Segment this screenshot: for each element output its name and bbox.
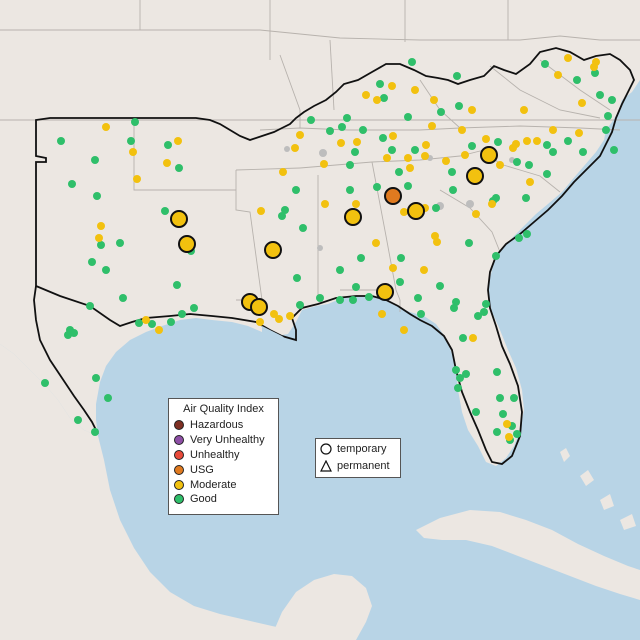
- legend-item-moderate: Moderate: [169, 477, 278, 492]
- legend-item-hazardous: Hazardous: [169, 418, 278, 433]
- temporary-usg-monitors[interactable]: [384, 187, 402, 205]
- aqi-legend-title: Air Quality Index: [183, 403, 264, 415]
- unhealthy-swatch: [174, 449, 184, 460]
- mexico-land: [0, 344, 320, 640]
- legend-label: Moderate: [190, 478, 237, 491]
- legend-label: Good: [190, 493, 217, 506]
- legend-item-good: Good: [169, 492, 278, 507]
- good-swatch: [174, 494, 184, 505]
- temporary-label: temporary: [337, 442, 387, 455]
- usg-swatch: [174, 464, 184, 475]
- louisiana-coast: [262, 326, 290, 346]
- permanent-label: permanent: [337, 459, 390, 472]
- monitor-type-legend: temporary permanent: [315, 438, 401, 478]
- very-unhealthy-swatch: [174, 435, 184, 446]
- legend-item-very-unhealthy: Very Unhealthy: [169, 433, 278, 448]
- region-outline: [33, 47, 635, 465]
- legend-item-temporary: temporary: [316, 441, 400, 456]
- legend-item-usg: USG: [169, 462, 278, 477]
- legend-label: Unhealthy: [190, 448, 240, 461]
- legend-label: Very Unhealthy: [190, 434, 265, 447]
- legend-item-unhealthy: Unhealthy: [169, 448, 278, 463]
- moderate-sites[interactable]: [95, 54, 600, 441]
- triangle-icon: [320, 459, 332, 472]
- temporary-moderate-monitors[interactable]: [170, 146, 498, 316]
- bahamas-islands: [560, 448, 636, 530]
- moderate-swatch: [174, 479, 184, 490]
- aqi-legend: Air Quality Index Hazardous Very Unhealt…: [168, 398, 279, 515]
- circle-icon: [320, 442, 332, 455]
- yucatan-land: [270, 574, 372, 640]
- cuba-island: [416, 510, 640, 600]
- good-sites[interactable]: [41, 58, 618, 444]
- legend-label: USG: [190, 463, 214, 476]
- legend-item-permanent: permanent: [316, 458, 400, 473]
- hazardous-swatch: [174, 420, 184, 431]
- us-landmass: [0, 0, 640, 466]
- legend-label: Hazardous: [190, 419, 244, 432]
